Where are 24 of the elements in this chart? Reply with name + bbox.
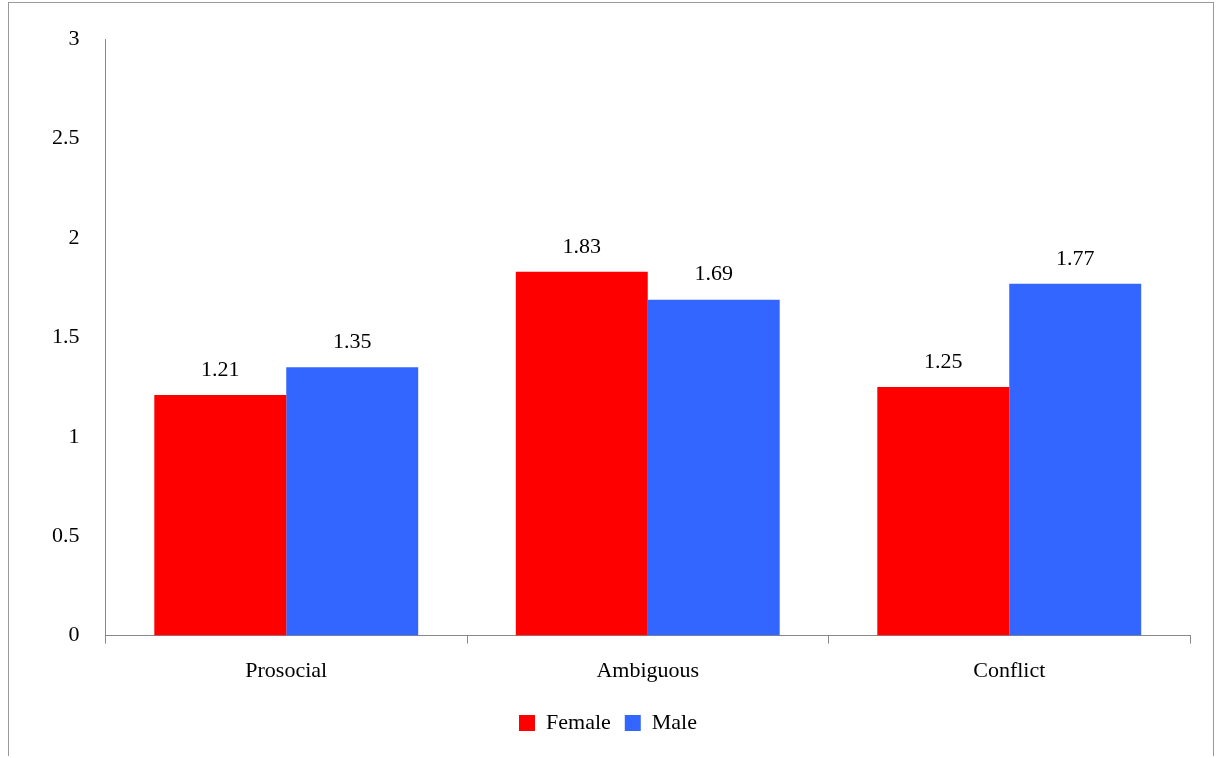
x-tick-label: Conflict <box>973 656 1046 682</box>
y-tick-label: 2 <box>68 223 80 249</box>
bar <box>286 367 419 636</box>
legend-label: Female <box>546 708 611 734</box>
bar <box>154 395 287 636</box>
x-tick-label: Ambiguous <box>596 656 700 682</box>
bar <box>515 271 648 636</box>
x-tick-label: Prosocial <box>245 656 328 682</box>
y-tick-label: 1 <box>68 422 80 448</box>
legend-label: Male <box>651 708 697 734</box>
data-label: 1.69 <box>694 260 733 286</box>
data-label: 1.77 <box>1055 244 1095 270</box>
bar <box>877 387 1010 636</box>
y-tick-label: 2.5 <box>52 124 80 150</box>
data-label: 1.35 <box>332 328 372 353</box>
bar <box>647 299 780 636</box>
y-tick-label: 1.5 <box>52 323 80 349</box>
bar <box>1009 283 1142 636</box>
data-label: 1.25 <box>924 347 963 373</box>
data-label: 1.21 <box>201 355 240 381</box>
y-tick-label: 0 <box>68 621 80 647</box>
y-tick-label: 0.5 <box>52 521 80 547</box>
data-label: 1.83 <box>562 232 602 258</box>
y-tick-label: 3 <box>68 24 80 50</box>
